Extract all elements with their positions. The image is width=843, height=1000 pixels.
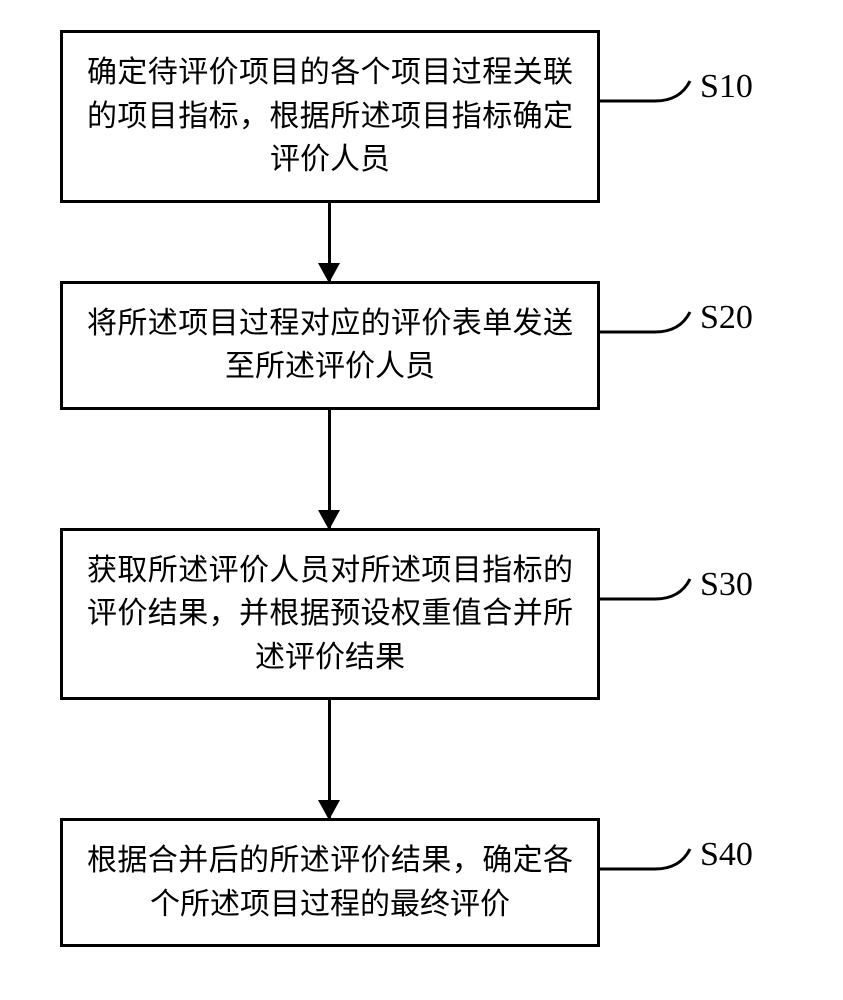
flow-arrow [328, 410, 331, 528]
step-text: 将所述项目过程对应的评价表单发送至所述评价人员 [87, 307, 573, 384]
step-box: 根据合并后的所述评价结果，确定各个所述项目过程的最终评价 [60, 818, 600, 947]
flowchart-container: 确定待评价项目的各个项目过程关联的项目指标，根据所述项目指标确定评价人员 S10… [60, 30, 780, 947]
arrow-head-icon [318, 263, 340, 283]
flowchart-step: 确定待评价项目的各个项目过程关联的项目指标，根据所述项目指标确定评价人员 S10 [60, 30, 780, 203]
step-text: 确定待评价项目的各个项目过程关联的项目指标，根据所述项目指标确定评价人员 [87, 56, 573, 176]
flowchart-step: 将所述项目过程对应的评价表单发送至所述评价人员 S20 [60, 281, 780, 410]
arrow-head-icon [318, 800, 340, 820]
arrow-head-icon [318, 510, 340, 530]
step-text: 根据合并后的所述评价结果，确定各个所述项目过程的最终评价 [87, 844, 573, 921]
flowchart-step: 根据合并后的所述评价结果，确定各个所述项目过程的最终评价 S40 [60, 818, 780, 947]
flow-arrow [328, 700, 331, 818]
flow-arrow [328, 203, 331, 281]
step-box: 确定待评价项目的各个项目过程关联的项目指标，根据所述项目指标确定评价人员 [60, 30, 600, 203]
step-text: 获取所述评价人员对所述项目指标的评价结果，并根据预设权重值合并所述评价结果 [87, 554, 573, 674]
step-box: 将所述项目过程对应的评价表单发送至所述评价人员 [60, 281, 600, 410]
step-label: S40 [700, 836, 753, 874]
connector-svg [600, 309, 700, 359]
step-label: S30 [700, 566, 753, 604]
flowchart-step: 获取所述评价人员对所述项目指标的评价结果，并根据预设权重值合并所述评价结果 S3… [60, 528, 780, 701]
step-box: 获取所述评价人员对所述项目指标的评价结果，并根据预设权重值合并所述评价结果 [60, 528, 600, 701]
step-label: S20 [700, 299, 753, 337]
connector-svg [600, 576, 700, 626]
connector-svg [600, 78, 700, 128]
connector-svg [600, 846, 700, 896]
step-label: S10 [700, 68, 753, 106]
